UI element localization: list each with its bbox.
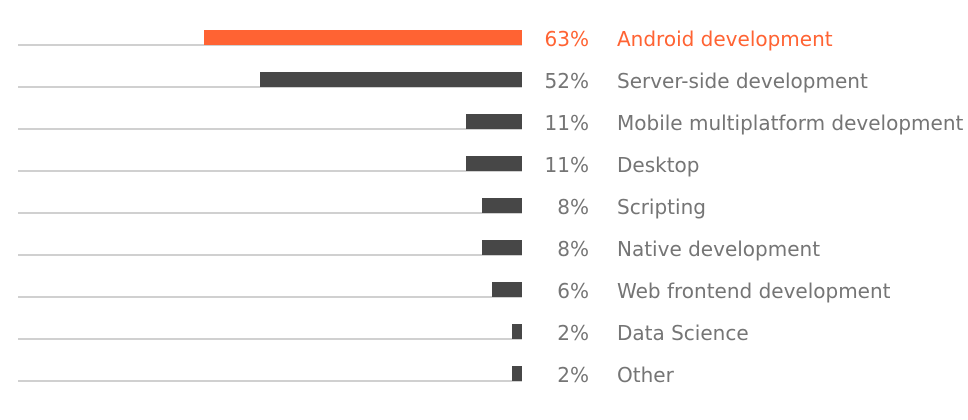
category-label: Scripting <box>617 195 706 219</box>
category-label: Desktop <box>617 153 700 177</box>
chart-row: 8% Native development <box>0 229 968 271</box>
value-label: 2% <box>557 363 589 387</box>
value-label: 52% <box>544 69 589 93</box>
category-label: Native development <box>617 237 821 261</box>
bar-track <box>18 170 522 172</box>
chart-row: 6% Web frontend development <box>0 271 968 313</box>
bar <box>204 30 522 45</box>
chart-row: 52% Server-side development <box>0 61 968 103</box>
category-label: Android development <box>617 27 833 51</box>
value-label: 11% <box>544 153 589 177</box>
chart-row: 63% Android development <box>0 19 968 61</box>
bar <box>482 240 522 255</box>
bar <box>482 198 522 213</box>
value-label: 6% <box>557 279 589 303</box>
category-label: Data Science <box>617 321 749 345</box>
value-label: 2% <box>557 321 589 345</box>
chart-row: 2% Other <box>0 355 968 397</box>
chart-row: 8% Scripting <box>0 187 968 229</box>
value-label: 11% <box>544 111 589 135</box>
bar <box>512 366 522 381</box>
category-label: Server-side development <box>617 69 868 93</box>
bar <box>466 156 522 171</box>
category-label: Web frontend development <box>617 279 891 303</box>
bar-track <box>18 296 522 298</box>
bar <box>260 72 522 87</box>
chart-row: 11% Desktop <box>0 145 968 187</box>
category-label: Mobile multiplatform development <box>617 111 964 135</box>
bar-track <box>18 212 522 214</box>
chart-row: 11% Mobile multiplatform development <box>0 103 968 145</box>
value-label: 63% <box>544 27 589 51</box>
bar-track <box>18 338 522 340</box>
chart-row: 2% Data Science <box>0 313 968 355</box>
bar <box>492 282 522 297</box>
bar-track <box>18 44 522 46</box>
bar-track <box>18 380 522 382</box>
value-label: 8% <box>557 237 589 261</box>
bar-track <box>18 86 522 88</box>
bar <box>512 324 522 339</box>
bar-track <box>18 254 522 256</box>
bar <box>466 114 522 129</box>
category-label: Other <box>617 363 674 387</box>
value-label: 8% <box>557 195 589 219</box>
bar-track <box>18 128 522 130</box>
